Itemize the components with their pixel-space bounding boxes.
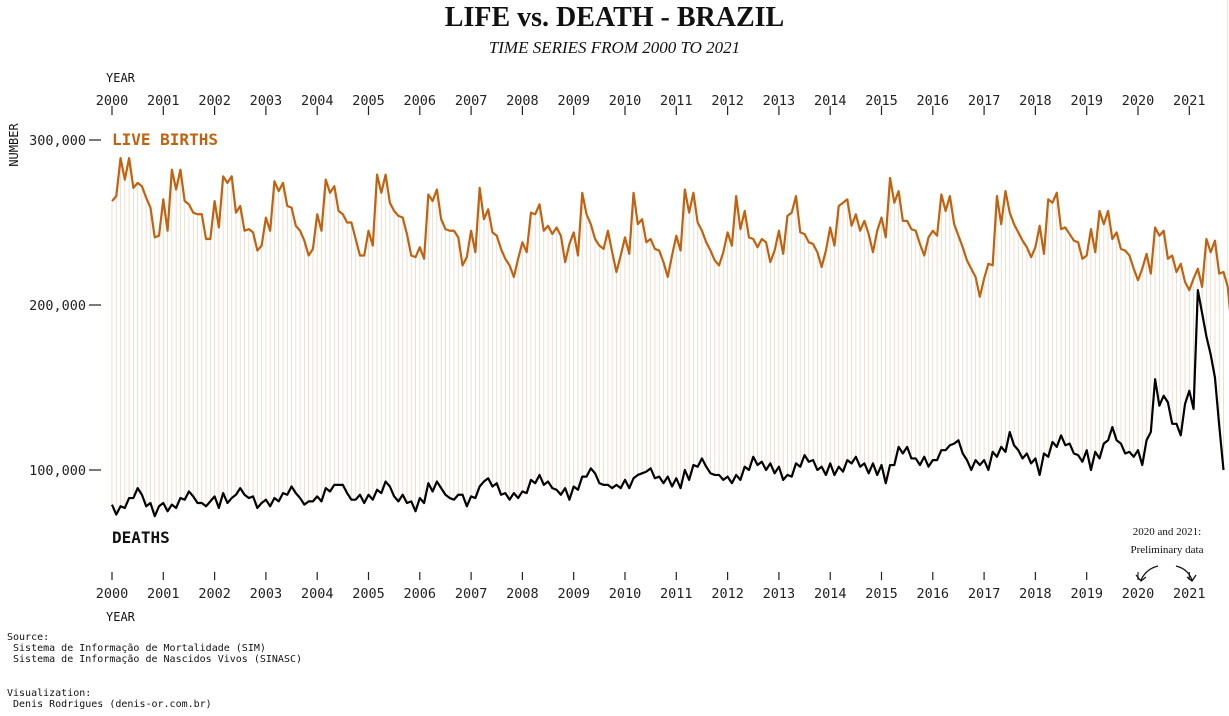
x-tick-label-top: 2008 (506, 93, 539, 109)
axes: 2000 2000 2001 2001 2002 2002 2003 2003 2004 2004… (29, 93, 1205, 602)
x-tick-label-bottom: 2015 (865, 586, 898, 602)
x-tick-label-bottom: 2000 (96, 586, 129, 602)
source-line-sim: Sistema de Informação de Mortalidade (SI… (7, 643, 266, 654)
x-tick-label-top: 2006 (404, 93, 437, 109)
x-axis-label-bottom: YEAR (106, 610, 136, 624)
y-axis-label: NUMBER (7, 123, 21, 167)
source-line-sinasc: Sistema de Informação de Nascidos Vivos … (7, 654, 303, 665)
x-tick-label-bottom: 2018 (1019, 586, 1052, 602)
x-tick-label-bottom: 2009 (557, 586, 590, 602)
x-tick-label-top: 2000 (96, 93, 129, 109)
x-tick-label-top: 2005 (352, 93, 385, 109)
x-tick-label-bottom: 2011 (660, 586, 693, 602)
x-tick-label-top: 2010 (609, 93, 642, 109)
x-tick-label-bottom: 2012 (711, 586, 744, 602)
x-tick-label-top: 2019 (1070, 93, 1103, 109)
annotation-line-2: Preliminary data (1130, 544, 1203, 556)
x-tick-label-bottom: 2017 (968, 586, 1001, 602)
x-tick-label-bottom: 2020 (1122, 586, 1155, 602)
x-tick-label-top: 2017 (968, 93, 1001, 109)
visualization-heading: Visualization: (7, 688, 92, 699)
x-tick-label-bottom: 2004 (301, 586, 334, 602)
y-tick-label: 300,000 (29, 133, 86, 149)
connector-lines (111, 0, 1229, 517)
chart-title: LIFE vs. DEATH - BRAZIL (444, 2, 785, 33)
x-tick-label-top: 2016 (917, 93, 950, 109)
visualization-credit: Denis Rodrigues (denis-or.com.br) (7, 699, 212, 710)
births-series-line (111, 157, 1229, 313)
x-tick-label-top: 2013 (763, 93, 796, 109)
x-tick-label-bottom: 2005 (352, 586, 385, 602)
x-tick-label-bottom: 2010 (609, 586, 642, 602)
deaths-series-label: DEATHS (112, 528, 170, 547)
x-tick-label-bottom: 2003 (250, 586, 283, 602)
x-tick-label-top: 2018 (1019, 93, 1052, 109)
x-tick-label-bottom: 2007 (455, 586, 488, 602)
births-series-label: LIVE BIRTHS (112, 130, 218, 149)
x-tick-label-bottom: 2006 (404, 586, 437, 602)
x-tick-label-bottom: 2021 (1173, 586, 1206, 602)
annotation-arrow-left-icon (1140, 565, 1159, 581)
x-tick-label-bottom: 2014 (814, 586, 847, 602)
chart-subtitle: TIME SERIES FROM 2000 TO 2021 (488, 38, 741, 57)
x-tick-label-bottom: 2013 (763, 586, 796, 602)
y-tick-label: 100,000 (29, 463, 86, 479)
y-tick-label: 200,000 (29, 298, 86, 314)
x-tick-label-top: 2001 (147, 93, 180, 109)
x-tick-label-bottom: 2019 (1070, 586, 1103, 602)
annotation-arrowhead-left-icon (1135, 574, 1147, 582)
x-tick-label-top: 2011 (660, 93, 693, 109)
x-tick-label-top: 2015 (865, 93, 898, 109)
x-tick-label-top: 2012 (711, 93, 744, 109)
source-heading: Source: (7, 632, 50, 643)
x-tick-label-bottom: 2016 (917, 586, 950, 602)
x-tick-label-top: 2021 (1173, 93, 1206, 109)
x-tick-label-bottom: 2008 (506, 586, 539, 602)
x-tick-label-top: 2004 (301, 93, 334, 109)
x-tick-label-top: 2020 (1122, 93, 1155, 109)
x-tick-label-top: 2003 (250, 93, 283, 109)
x-tick-label-bottom: 2001 (147, 586, 180, 602)
x-tick-label-top: 2014 (814, 93, 847, 109)
x-tick-label-top: 2002 (198, 93, 231, 109)
x-tick-label-bottom: 2002 (198, 586, 231, 602)
x-tick-label-top: 2007 (455, 93, 488, 109)
x-axis-label-top: YEAR (106, 71, 136, 85)
annotation-arrow-right-icon (1175, 565, 1193, 581)
source-block: Source: Sistema de Informação de Mortali… (7, 632, 302, 665)
annotation-line-1: 2020 and 2021: (1133, 526, 1201, 538)
deaths-series-line (110, 289, 1225, 518)
visualization-block: Visualization: Denis Rodrigues (denis-or… (7, 688, 212, 710)
x-tick-label-top: 2009 (557, 93, 590, 109)
annotation-arrowhead-right-icon (1186, 574, 1197, 582)
